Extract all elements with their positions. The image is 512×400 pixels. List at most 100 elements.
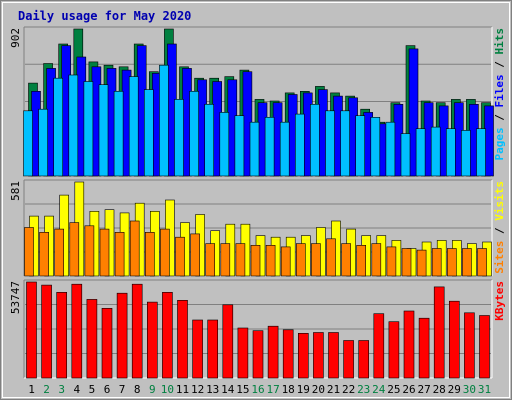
bar-kbytes-day-29 (448, 300, 460, 379)
bar-sites-day-3 (54, 228, 65, 277)
axis-max-label: 902 (9, 28, 22, 48)
bar-kbytes-day-15 (237, 327, 249, 379)
series-visits (29, 181, 492, 277)
bar-pages-day-16 (249, 121, 260, 177)
legend-part: / (493, 108, 506, 128)
bar-pages-day-1 (23, 110, 33, 177)
series-files (31, 43, 494, 177)
bar-pages-day-22 (340, 110, 350, 177)
bar-pages-day-30 (461, 130, 471, 177)
legend-part: / (493, 221, 506, 241)
bar-sites-day-18 (280, 246, 291, 277)
bar-kbytes-day-8 (131, 283, 143, 379)
day-label-15: 15 (236, 383, 249, 396)
series-sites (24, 220, 487, 277)
bar-kbytes-day-10 (162, 291, 173, 379)
bar-pages-day-18 (279, 121, 290, 177)
bar-sites-day-10 (160, 228, 170, 277)
bar-kbytes-day-31 (479, 315, 490, 379)
day-label-17: 17 (266, 383, 279, 396)
legend-part: Files (493, 74, 506, 107)
bar-pages-day-9 (144, 89, 154, 177)
series-legend-label: Pages / Files / Hits (493, 28, 506, 161)
axis-max-label: 581 (9, 181, 22, 201)
bar-sites-day-4 (69, 222, 80, 277)
bar-kbytes-day-20 (313, 332, 324, 379)
bar-sites-day-23 (356, 245, 367, 277)
series-kbytes (26, 281, 490, 379)
bar-kbytes-day-16 (252, 330, 264, 379)
bar-kbytes-day-19 (297, 332, 309, 379)
bar-pages-day-14 (219, 112, 230, 177)
bar-pages-day-31 (476, 128, 486, 177)
bar-kbytes-day-1 (26, 281, 37, 379)
day-label-23: 23 (357, 383, 370, 396)
bar-kbytes-day-7 (116, 292, 128, 379)
chart-title: Daily usage for May 2020 (18, 9, 191, 23)
legend-part: KBytes (493, 281, 506, 321)
bar-kbytes-day-3 (56, 291, 68, 379)
bar-pages-day-17 (264, 117, 275, 177)
bar-kbytes-day-30 (464, 312, 475, 379)
day-label-19: 19 (297, 383, 310, 396)
legend-part: Pages (493, 127, 506, 160)
bar-pages-day-28 (430, 126, 441, 177)
bar-pages-day-7 (113, 91, 124, 177)
bar-kbytes-day-18 (282, 329, 294, 379)
legend-part: Sites (493, 241, 506, 274)
bar-sites-day-8 (129, 220, 140, 277)
day-label-7: 7 (119, 383, 126, 396)
bar-sites-day-12 (190, 233, 200, 277)
bar-sites-day-5 (84, 225, 95, 277)
bar-kbytes-day-2 (41, 284, 52, 379)
bar-pages-day-12 (189, 91, 199, 177)
bar-kbytes-day-9 (147, 301, 158, 379)
bar-sites-day-30 (462, 248, 472, 277)
day-label-13: 13 (206, 383, 219, 396)
bar-sites-day-19 (295, 243, 306, 277)
day-label-30: 30 (463, 383, 476, 396)
bar-pages-day-19 (294, 113, 305, 177)
bar-pages-day-6 (98, 84, 109, 177)
bar-pages-day-2 (38, 108, 48, 177)
day-label-12: 12 (191, 383, 204, 396)
legend-part: Hits (493, 28, 506, 55)
bar-pages-day-29 (445, 128, 456, 177)
bar-kbytes-day-25 (388, 321, 400, 379)
bar-sites-day-26 (401, 248, 412, 277)
bar-sites-day-25 (386, 246, 397, 277)
bar-files-day-31 (484, 105, 494, 177)
axis-max-label: 53747 (9, 281, 22, 314)
bar-sites-day-16 (250, 245, 261, 277)
day-label-26: 26 (402, 383, 415, 396)
bar-pages-day-10 (159, 64, 169, 177)
legend-part: Visits (493, 181, 506, 221)
bar-kbytes-day-6 (101, 307, 113, 379)
day-label-21: 21 (327, 383, 340, 396)
bar-sites-day-20 (311, 243, 321, 277)
day-label-31: 31 (478, 383, 491, 396)
bar-sites-day-15 (235, 243, 246, 277)
day-label-11: 11 (176, 383, 189, 396)
bar-pages-day-27 (415, 128, 426, 177)
bar-sites-day-11 (175, 236, 185, 277)
bar-pages-day-25 (385, 121, 396, 177)
day-label-18: 18 (282, 383, 295, 396)
bar-kbytes-day-24 (373, 313, 385, 379)
bar-kbytes-day-21 (328, 332, 339, 379)
bar-pages-day-13 (204, 104, 214, 177)
bar-kbytes-day-17 (267, 325, 279, 379)
bar-pages-day-23 (355, 115, 366, 177)
day-label-4: 4 (73, 383, 80, 396)
bar-sites-day-28 (431, 248, 442, 277)
day-label-22: 22 (342, 383, 355, 396)
bar-sites-day-29 (446, 248, 457, 277)
bar-pages-day-15 (234, 115, 245, 177)
day-label-8: 8 (134, 383, 141, 396)
bar-sites-day-22 (341, 243, 351, 277)
bar-sites-day-2 (39, 232, 49, 277)
bar-pages-day-24 (370, 117, 381, 177)
